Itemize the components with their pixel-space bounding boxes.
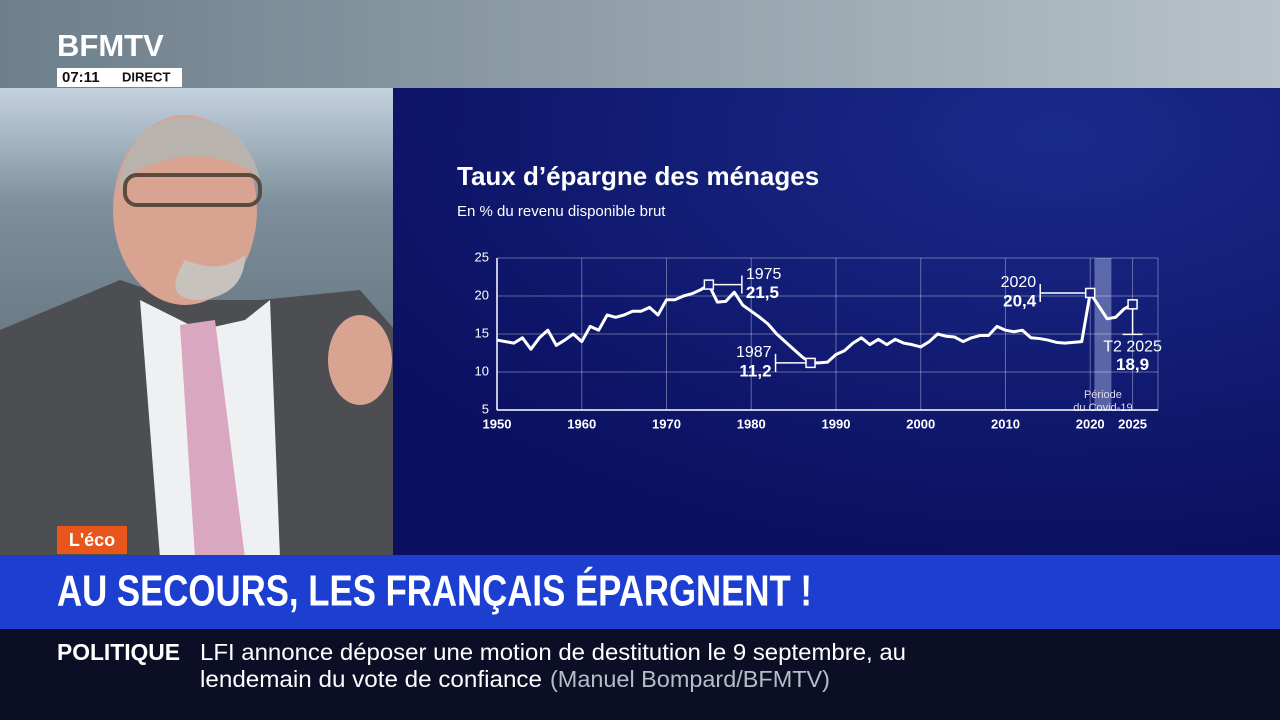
tag: L'éco bbox=[69, 530, 115, 550]
y-tick-label: 10 bbox=[475, 363, 489, 378]
clock: 07:11 bbox=[62, 69, 100, 86]
annotation-year: 1987 bbox=[736, 344, 772, 361]
x-tick-label: 2025 bbox=[1118, 416, 1147, 431]
ticker-line: LFI annonce déposer une motion de destit… bbox=[200, 639, 906, 665]
chart-panel bbox=[393, 88, 1280, 558]
covid-label: Période bbox=[1084, 389, 1122, 401]
studio-top bbox=[0, 0, 1280, 90]
clock-box bbox=[57, 68, 182, 87]
annotation-value: 11,2 bbox=[739, 361, 771, 380]
covid-label: du Covid-19 bbox=[1073, 402, 1132, 414]
presenter bbox=[0, 115, 395, 558]
ticker-band bbox=[0, 629, 1280, 720]
annotation-value: 18,9 bbox=[1116, 355, 1149, 374]
y-tick-label: 5 bbox=[482, 401, 489, 416]
x-tick-label: 1980 bbox=[737, 416, 766, 431]
annotation-marker bbox=[703, 279, 715, 290]
x-tick-label: 1970 bbox=[652, 416, 681, 431]
headline: AU SECOURS, LES FRANÇAIS ÉPARGNENT ! bbox=[57, 566, 812, 616]
x-tick-label: 2020 bbox=[1076, 416, 1105, 431]
y-tick-label: 15 bbox=[475, 325, 489, 340]
chart-title: Taux d’épargne des ménages bbox=[457, 161, 819, 191]
annotation-year: 2020 bbox=[1001, 274, 1037, 291]
x-tick-label: 1950 bbox=[483, 416, 512, 431]
annotation-marker bbox=[1084, 287, 1096, 299]
logo: BFMTV 07:11 DIRECT bbox=[57, 28, 182, 87]
logo-text: BFMTV bbox=[57, 28, 164, 63]
ticker-source: (Manuel Bompard/BFMTV) bbox=[550, 666, 830, 692]
annotation-marker bbox=[1127, 299, 1138, 310]
x-tick-label: 2010 bbox=[991, 416, 1020, 431]
annotation-value: 21,5 bbox=[746, 283, 779, 302]
tag-box bbox=[57, 526, 127, 554]
ticker-line: lendemain du vote de confiance bbox=[200, 666, 542, 692]
x-tick-label: 2000 bbox=[906, 416, 935, 431]
live-label: DIRECT bbox=[122, 69, 170, 84]
y-tick-label: 25 bbox=[475, 249, 489, 264]
headline-band bbox=[0, 555, 1280, 629]
covid-period bbox=[1094, 258, 1112, 410]
annotation-year: T2 2025 bbox=[1103, 339, 1162, 356]
annotation-marker bbox=[805, 357, 816, 369]
x-tick-label: 1960 bbox=[567, 416, 596, 431]
y-tick-label: 20 bbox=[475, 287, 489, 302]
annotation-year: 1975 bbox=[746, 266, 782, 283]
annotation-value: 20,4 bbox=[1003, 291, 1037, 310]
x-tick-label: 1990 bbox=[822, 416, 851, 431]
ticker-section: POLITIQUE bbox=[57, 639, 180, 665]
chart-subtitle: En % du revenu disponible brut bbox=[457, 203, 666, 220]
